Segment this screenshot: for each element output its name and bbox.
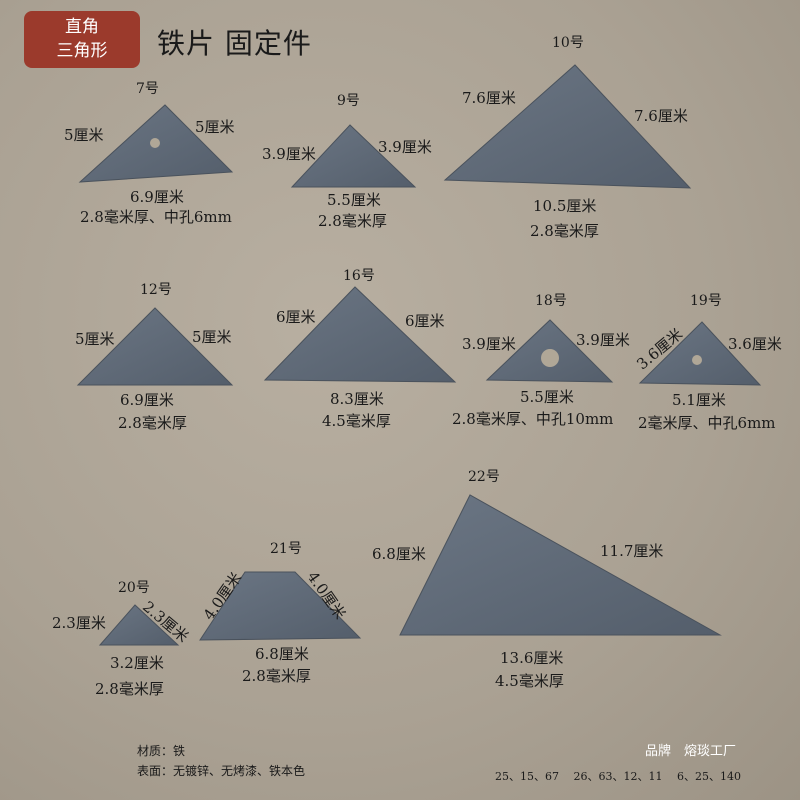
plate-19: [638, 321, 762, 386]
label-side-right-7: 5厘米: [195, 118, 235, 136]
label-side-right-18: 3.9厘米: [576, 331, 630, 349]
label-number-10: 10号: [552, 35, 584, 51]
label-spec-21: 2.8毫米厚: [242, 667, 311, 685]
page-title: 铁片 固定件: [157, 27, 312, 60]
hole-19: [692, 355, 702, 365]
label-spec-7: 2.8毫米厚、中孔6mm: [80, 208, 232, 226]
brand-text: 品牌 熔琰工厂: [645, 744, 737, 759]
label-side-left-22: 6.8厘米: [372, 545, 426, 563]
label-number-21: 21号: [270, 541, 302, 557]
badge-line-1: 直角: [65, 17, 99, 37]
category-badge: 直角 三角形: [24, 11, 140, 68]
plate-20: [98, 604, 180, 646]
plate-9: [290, 124, 417, 188]
label-base-10: 10.5厘米: [533, 197, 597, 215]
label-base-9: 5.5厘米: [327, 191, 381, 209]
label-side-left-18: 3.9厘米: [462, 335, 516, 353]
label-side-right-10: 7.6厘米: [634, 107, 688, 125]
hole-7: [150, 138, 160, 148]
label-base-7: 6.9厘米: [130, 188, 184, 206]
label-spec-10: 2.8毫米厚: [530, 222, 599, 240]
label-number-12: 12号: [140, 282, 172, 298]
label-side-right-12: 5厘米: [192, 328, 232, 346]
surface-text: 表面：无镀锌、无烤漆、铁本色: [137, 764, 306, 778]
label-side-left-10: 7.6厘米: [462, 89, 516, 107]
badge-line-2: 三角形: [56, 41, 108, 61]
label-spec-16: 4.5毫米厚: [322, 412, 391, 430]
label-number-22: 22号: [468, 469, 500, 485]
label-spec-12: 2.8毫米厚: [118, 414, 187, 432]
label-side-left-20: 2.3厘米: [52, 614, 106, 632]
label-base-20: 3.2厘米: [110, 654, 164, 672]
plate-12: [76, 307, 234, 386]
label-number-16: 16号: [343, 268, 375, 284]
label-base-19: 5.1厘米: [672, 391, 726, 409]
label-side-left-7: 5厘米: [64, 126, 104, 144]
label-number-9: 9号: [337, 93, 360, 109]
label-number-7: 7号: [136, 81, 159, 97]
label-number-18: 18号: [535, 293, 567, 309]
label-spec-20: 2.8毫米厚: [95, 680, 164, 698]
label-side-right-16: 6厘米: [405, 312, 445, 330]
label-base-18: 5.5厘米: [520, 388, 574, 406]
label-side-right-19: 3.6厘米: [728, 335, 782, 353]
label-side-right-9: 3.9厘米: [378, 138, 432, 156]
label-number-20: 20号: [118, 580, 150, 596]
label-spec-22: 4.5毫米厚: [495, 672, 564, 690]
label-base-22: 13.6厘米: [500, 649, 564, 667]
label-base-21: 6.8厘米: [255, 645, 309, 663]
plate-21: [199, 571, 362, 641]
plate-16: [263, 286, 457, 383]
codes-text: 25、15、67 26、63、12、11 6、25、140: [495, 770, 741, 783]
label-number-19: 19号: [690, 293, 722, 309]
label-base-12: 6.9厘米: [120, 391, 174, 409]
label-side-right-22: 11.7厘米: [600, 542, 664, 560]
plate-22: [399, 494, 722, 636]
label-base-16: 8.3厘米: [330, 390, 384, 408]
plate-10: [443, 64, 692, 189]
material-text: 材质：铁: [137, 744, 186, 758]
label-side-left-16: 6厘米: [276, 308, 316, 326]
label-side-left-9: 3.9厘米: [262, 145, 316, 163]
label-spec-18: 2.8毫米厚、中孔10mm: [452, 410, 614, 428]
label-spec-19: 2毫米厚、中孔6mm: [638, 414, 776, 432]
label-side-left-12: 5厘米: [75, 330, 115, 348]
label-spec-9: 2.8毫米厚: [318, 212, 387, 230]
hole-18: [541, 349, 559, 367]
